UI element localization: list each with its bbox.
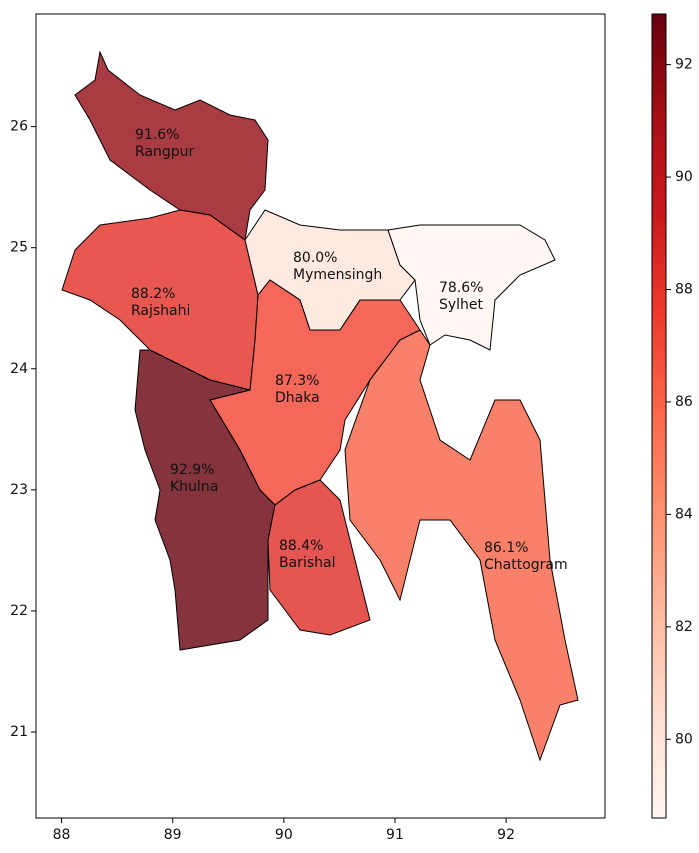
y-tick-label: 25	[10, 240, 28, 256]
y-tick-label: 26	[10, 119, 28, 135]
region-name-label: Rajshahi	[131, 303, 190, 319]
region-name-label: Sylhet	[439, 297, 484, 313]
x-tick-label: 90	[275, 827, 293, 843]
y-tick-label: 21	[10, 724, 28, 740]
region	[74, 50, 269, 241]
x-tick-label: 92	[497, 827, 515, 843]
region	[387, 224, 556, 351]
region-name-label: Rangpur	[135, 144, 195, 160]
region-name-label: Chattogram	[484, 557, 568, 573]
colorbar-tick-label: 88	[675, 281, 693, 297]
region-name-label: Mymensingh	[293, 267, 382, 283]
colorbar-tick-label: 84	[675, 506, 693, 522]
y-tick-label: 22	[10, 603, 28, 619]
colorbar-tick-label: 82	[675, 619, 693, 635]
region-value-label: 80.0%	[293, 250, 337, 266]
y-tick-label: 24	[10, 361, 28, 377]
region	[134, 349, 276, 651]
region-name-label: Barishal	[279, 555, 335, 571]
region-value-label: 92.9%	[170, 462, 214, 478]
region	[267, 479, 371, 636]
colorbar-tick-label: 86	[675, 394, 693, 410]
colorbar-tick-label: 80	[675, 731, 693, 747]
region-value-label: 88.2%	[131, 286, 175, 302]
y-tick-label: 23	[10, 482, 28, 498]
x-tick-label: 89	[164, 827, 182, 843]
region-value-label: 87.3%	[275, 373, 319, 389]
colorbar-tick-label: 90	[675, 169, 693, 185]
x-tick-label: 88	[53, 827, 71, 843]
map-frame	[35, 13, 606, 819]
region-name-label: Khulna	[170, 479, 218, 495]
region	[344, 329, 579, 762]
colorbar-tick-label: 92	[675, 57, 693, 73]
region-name-label: Dhaka	[275, 390, 320, 406]
region-value-label: 91.6%	[135, 127, 179, 143]
region-value-label: 78.6%	[439, 280, 483, 296]
x-tick-label: 91	[386, 827, 404, 843]
region-value-label: 88.4%	[279, 538, 323, 554]
colorbar	[651, 13, 667, 819]
region-value-label: 86.1%	[484, 540, 528, 556]
